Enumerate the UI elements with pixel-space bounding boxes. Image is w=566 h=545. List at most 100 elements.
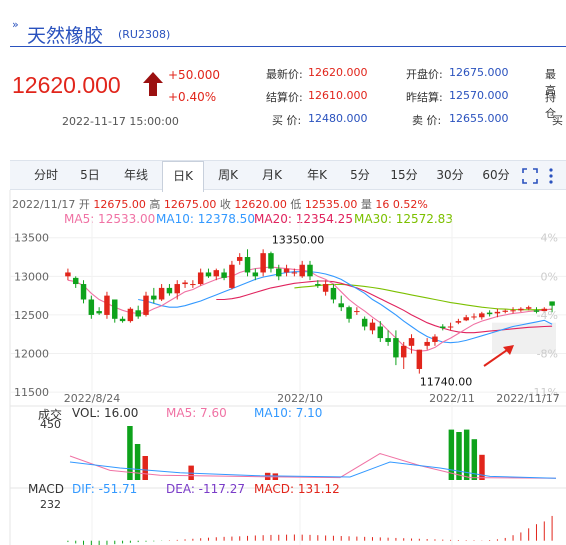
more-vertical-icon[interactable] xyxy=(548,167,554,185)
candle-body xyxy=(346,307,352,319)
candle-body xyxy=(400,345,407,358)
vol-value: VOL: 16.00 xyxy=(72,406,139,420)
tab-daily-k[interactable]: 日K xyxy=(162,161,204,192)
tab-30min[interactable]: 30分 xyxy=(436,168,464,182)
quote-value-ask: 12655.000 xyxy=(449,112,509,125)
tab-yearly-k[interactable]: 年K xyxy=(307,168,327,182)
info-date: 2022/11/17 xyxy=(12,198,76,211)
info-vol-label: 量 xyxy=(360,198,372,211)
candle-body xyxy=(447,326,454,328)
tab-yearline[interactable]: 年线 xyxy=(123,168,148,182)
quote-label-settle: 结算价: xyxy=(266,91,303,104)
candle-body xyxy=(330,287,337,300)
info-pct: 0.52% xyxy=(392,198,428,211)
annotation-arrow-line xyxy=(483,347,511,367)
pct-tick-label: -4% xyxy=(537,309,558,322)
quote-value-latest: 12620.000 xyxy=(308,66,368,79)
legend-ma10: MA10: 12378.50 xyxy=(156,212,255,226)
volume-bar xyxy=(456,432,462,480)
macd-dif: DIF: -51.71 xyxy=(72,482,138,496)
kline-chart[interactable]: 2022/11/17 开 12675.00 高 12675.00 收 12620… xyxy=(0,190,566,545)
vol-ma5-line xyxy=(69,453,557,479)
quote-label-bid-vol: 买 xyxy=(552,114,563,127)
legend-ma30: MA30: 12572.83 xyxy=(354,212,453,226)
candle-body xyxy=(252,272,259,277)
candle-body xyxy=(158,287,165,300)
macd-y-tick: 232 xyxy=(40,498,61,511)
candle-body xyxy=(385,338,391,342)
candle-body xyxy=(424,341,430,346)
quote-value-open: 12675.000 xyxy=(449,66,509,79)
candle-body xyxy=(408,338,415,346)
candle-body xyxy=(135,310,141,317)
x-tick-label: 2022/11/17 xyxy=(496,392,559,405)
x-tick-label: 2022/10 xyxy=(277,392,323,405)
candle-body xyxy=(494,311,501,314)
tab-15min[interactable]: 15分 xyxy=(390,168,418,182)
candle-body xyxy=(112,299,118,319)
info-vol: 16 xyxy=(375,198,390,211)
info-open: 12675.00 xyxy=(93,198,146,211)
candle-body xyxy=(479,313,485,318)
quote-value-bid: 12480.000 xyxy=(308,112,368,125)
candle-body xyxy=(236,257,243,261)
candle-body xyxy=(549,301,555,306)
up-arrow-icon xyxy=(143,72,163,96)
candle-body xyxy=(502,310,508,312)
candle-body xyxy=(88,299,95,315)
vol-ma10: MA10: 7.10 xyxy=(254,406,323,420)
info-low: 12535.00 xyxy=(304,198,358,211)
pct-tick-label: 0% xyxy=(541,270,558,283)
quote-label-bid: 买 价: xyxy=(272,114,302,127)
candle-body xyxy=(393,338,399,358)
title-bar: » 天然橡胶 (RU2308) xyxy=(0,0,566,50)
candle-body xyxy=(525,307,532,309)
tab-5min[interactable]: 5分 xyxy=(350,168,370,182)
quote-label-latest: 最新价: xyxy=(266,68,303,81)
ma10-line xyxy=(138,271,553,344)
double-chevron-icon: » xyxy=(12,18,19,31)
candle-body xyxy=(463,317,469,321)
volume-bar xyxy=(463,429,470,480)
tab-weekly-k[interactable]: 周K xyxy=(218,168,238,182)
volume-bar xyxy=(134,444,141,480)
ma30-line xyxy=(294,283,553,311)
tab-60min[interactable]: 60分 xyxy=(482,168,510,182)
candle-body xyxy=(283,268,290,273)
quote-time: 2022-11-17 15:00:00 xyxy=(62,115,179,128)
candle-body xyxy=(369,322,376,331)
info-close-label: 收 xyxy=(219,198,231,211)
y-tick-label: 12000 xyxy=(14,348,49,361)
candle-body xyxy=(440,326,446,329)
info-high-label: 高 xyxy=(149,198,161,211)
y-tick-label: 12500 xyxy=(14,309,49,322)
candle-body xyxy=(455,321,462,323)
expand-icon[interactable] xyxy=(522,168,538,184)
instrument-code: (RU2308) xyxy=(118,28,171,41)
candle-body xyxy=(80,284,87,300)
volume-bar xyxy=(471,439,478,480)
info-low-label: 低 xyxy=(290,198,302,211)
volume-bar xyxy=(142,456,148,480)
quote-value-prev-settle: 12570.000 xyxy=(449,89,509,102)
candle-body xyxy=(276,268,282,277)
tab-5day[interactable]: 5日 xyxy=(80,168,100,182)
candle-body xyxy=(354,311,360,313)
pct-tick-label: -8% xyxy=(537,348,558,361)
info-high: 12675.00 xyxy=(163,198,217,211)
info-open-label: 开 xyxy=(78,198,90,211)
tab-monthly-k[interactable]: 月K xyxy=(262,168,282,182)
tab-intraday[interactable]: 分时 xyxy=(33,168,58,182)
candle-body xyxy=(432,336,438,342)
vol-ma5: MA5: 7.60 xyxy=(166,406,227,420)
annotation-arrow-head xyxy=(503,345,514,355)
vol-ma10-line xyxy=(69,461,557,479)
chart-canvas: 13500 4%13000 0%12500 -4%12000 -8%11500 -11%2… xyxy=(9,190,566,545)
quote-value-settle: 12610.000 xyxy=(308,89,368,102)
x-tick-label: 2022/8/24 xyxy=(64,392,120,405)
candle-body xyxy=(260,253,266,273)
candle-body xyxy=(518,308,524,311)
candle-body xyxy=(299,264,305,277)
candle-body xyxy=(307,264,313,277)
candle-body xyxy=(174,284,180,294)
